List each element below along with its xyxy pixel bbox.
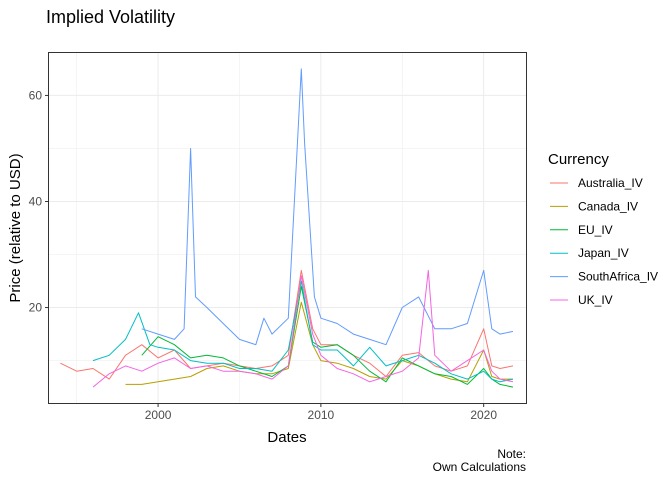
legend-label: UK_IV	[578, 293, 613, 307]
gridlines	[49, 53, 526, 403]
legend-label: EU_IV	[578, 223, 613, 237]
series-line-japan-iv	[92, 280, 514, 383]
legend-label: Canada_IV	[578, 199, 638, 213]
x-tick-label: 2020	[470, 408, 497, 422]
series-line-eu-iv	[141, 285, 514, 388]
series-line-southafrica-iv	[141, 68, 514, 346]
legend-label: Japan_IV	[578, 246, 629, 260]
series-line-uk-iv	[92, 269, 514, 388]
y-tick-label: 20	[29, 301, 43, 315]
y-tick-label: 60	[29, 88, 43, 102]
y-axis-title: Price (relative to USD)	[7, 153, 24, 302]
series-line-canada-iv	[125, 301, 513, 385]
legend-label: Australia_IV	[578, 176, 643, 190]
plot-lines	[60, 68, 514, 388]
x-tick-label: 2000	[145, 408, 172, 422]
series-line-australia-iv	[60, 269, 514, 380]
panel-border	[48, 52, 527, 404]
legend-label: SouthAfrica_IV	[578, 270, 658, 284]
y-tick-label: 40	[29, 194, 43, 208]
x-axis-title: Dates	[267, 429, 306, 446]
x-tick-label: 2010	[308, 408, 335, 422]
legend-title: Currency	[548, 151, 609, 168]
caption-note: Note:	[497, 447, 526, 461]
chart-title: Implied Volatility	[46, 7, 175, 27]
legend: Currency Australia_IV Canada_IV EU_IV Japan…	[548, 151, 658, 307]
caption-source: Own Calculations	[433, 460, 526, 474]
